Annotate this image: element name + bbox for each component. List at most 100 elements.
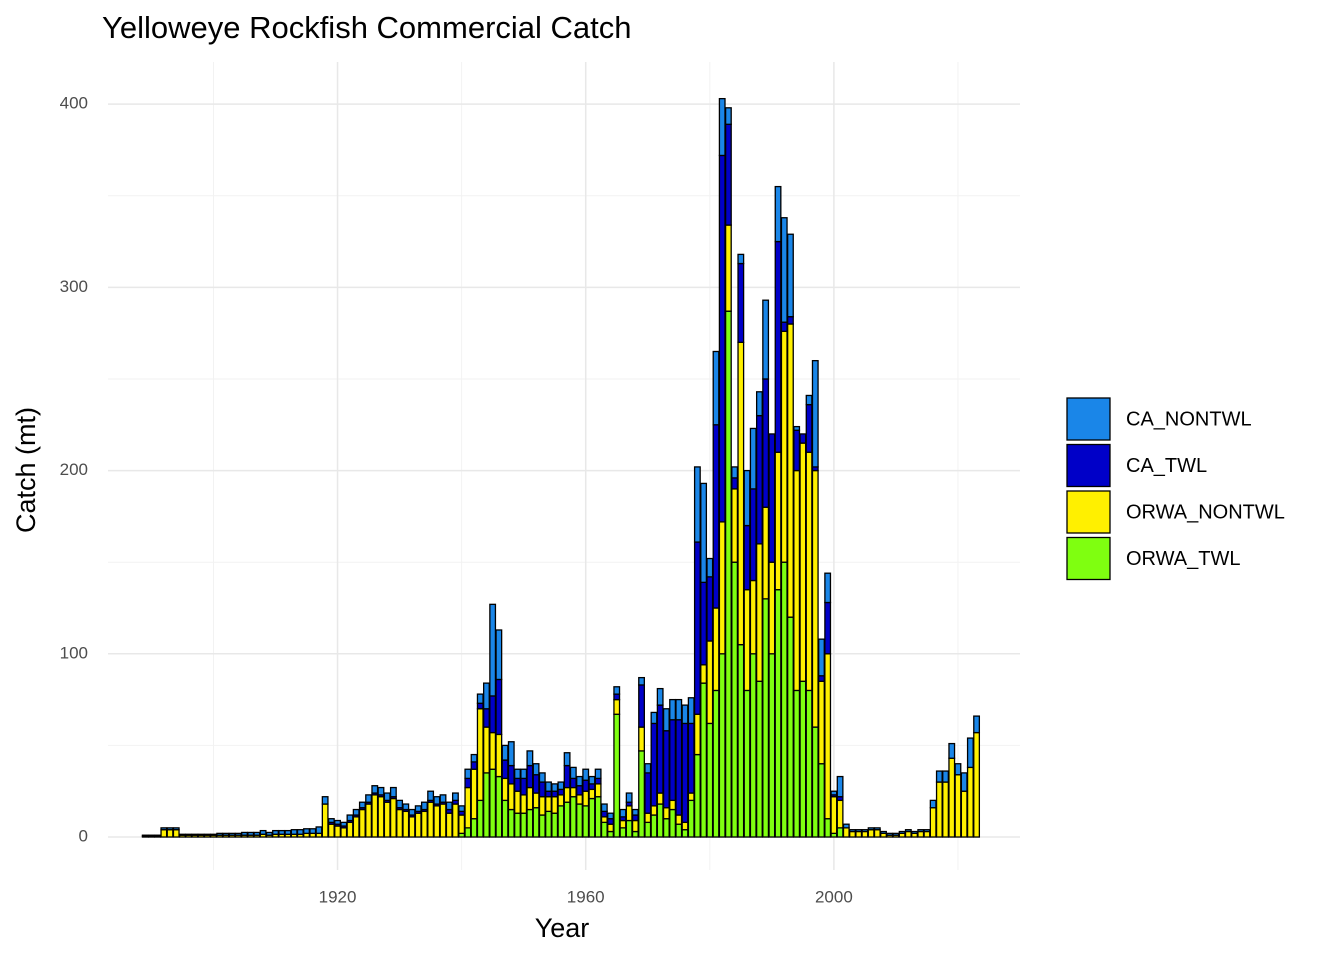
bar-segment	[166, 827, 174, 831]
bar-segment	[470, 818, 478, 838]
bar-segment	[458, 805, 466, 813]
bar-segment	[563, 801, 571, 838]
x-axis-title: Year	[535, 913, 590, 943]
bar-segment	[383, 792, 391, 802]
bar-segment	[774, 451, 782, 591]
grid	[108, 62, 1020, 870]
bar-segment	[501, 799, 509, 838]
bar-segment	[768, 653, 776, 838]
bar-segment	[358, 808, 366, 838]
bar-segment	[538, 781, 546, 798]
bar-segment	[923, 829, 931, 833]
bar-segment	[706, 722, 714, 838]
bar-segment	[507, 783, 515, 811]
bar-segment	[483, 772, 490, 838]
bar-segment	[545, 781, 552, 792]
bar-segment	[849, 830, 856, 838]
bar-segment	[619, 808, 627, 818]
bar-segment	[638, 676, 645, 686]
bar-segment	[662, 730, 670, 809]
bar-segment	[141, 834, 149, 837]
bar-segment	[693, 753, 701, 838]
bar-segment	[526, 808, 534, 838]
bar-segment	[489, 695, 497, 734]
bar-segment	[675, 823, 683, 838]
bar-segment	[625, 805, 633, 822]
bar-segment	[836, 775, 844, 798]
bar-segment	[935, 770, 943, 783]
legend-label: ORWA_NONTWL	[1126, 501, 1285, 523]
bar-segment	[712, 350, 720, 426]
legend-swatch	[1066, 490, 1111, 534]
bar-segment	[755, 414, 763, 545]
bar-segment	[464, 786, 472, 829]
bar-segment	[836, 827, 844, 838]
bar-segment	[408, 816, 416, 838]
bar-segment	[470, 761, 478, 770]
bar-segment	[793, 689, 801, 838]
bar-segment	[911, 830, 918, 835]
bar-segment	[712, 424, 720, 609]
bar-segment	[718, 521, 726, 655]
bar-segment	[545, 796, 552, 813]
bar-segment	[824, 572, 832, 604]
bar-segment	[489, 603, 497, 697]
bar-segment	[650, 711, 658, 725]
bar-segment	[811, 469, 819, 728]
bar-segment	[160, 827, 168, 831]
y-tick-label: 100	[60, 643, 88, 662]
bar-segment	[842, 823, 850, 829]
bars	[141, 97, 981, 838]
bar-segment	[371, 794, 379, 838]
bar-segment	[545, 810, 552, 838]
bar-segment	[594, 796, 602, 838]
bar-segment	[675, 698, 683, 721]
bar-segment	[743, 689, 751, 838]
bar-segment	[973, 731, 981, 838]
bar-segment	[483, 708, 490, 728]
bar-segment	[787, 233, 794, 318]
bar-segment	[340, 821, 348, 827]
bar-segment	[402, 810, 410, 838]
bar-segment	[687, 722, 695, 794]
bar-segment	[594, 777, 602, 785]
bar-segment	[538, 814, 546, 838]
bar-segment	[352, 808, 360, 816]
bar-segment	[818, 763, 825, 838]
bar-segment	[526, 750, 534, 767]
bar-segment	[780, 330, 788, 563]
bar-segment	[954, 763, 962, 776]
bar-segment	[942, 770, 949, 783]
bar-segment	[607, 830, 614, 838]
bar-segment	[588, 783, 596, 791]
bar-segment	[569, 796, 577, 838]
bar-segment	[321, 803, 329, 838]
bar-segment	[966, 766, 974, 838]
bar-segment	[724, 107, 732, 125]
bar-segment	[805, 403, 813, 453]
bar-segment	[700, 482, 708, 583]
bar-segment	[762, 378, 770, 508]
bar-segment	[954, 774, 962, 838]
bar-segment	[210, 833, 217, 836]
bar-segment	[780, 321, 788, 332]
bar-segment	[569, 766, 577, 780]
bar-segment	[334, 819, 341, 825]
bar-segment	[948, 757, 956, 838]
bar-segment	[166, 829, 174, 838]
bar-segment	[514, 768, 521, 780]
bar-segment	[234, 832, 242, 836]
bar-segment	[718, 154, 726, 523]
bar-segment	[483, 726, 490, 774]
bar-segment	[563, 786, 571, 803]
bar-segment	[811, 726, 819, 838]
bar-segment	[693, 541, 701, 715]
legend-swatch	[1066, 443, 1111, 488]
bar-segment	[160, 829, 168, 838]
bar-segment	[514, 777, 521, 792]
x-tick-label: 2000	[815, 887, 853, 906]
bar-segment	[892, 832, 900, 836]
bar-segment	[644, 821, 652, 838]
bar-segment	[600, 803, 608, 813]
bar-segment	[731, 561, 739, 838]
